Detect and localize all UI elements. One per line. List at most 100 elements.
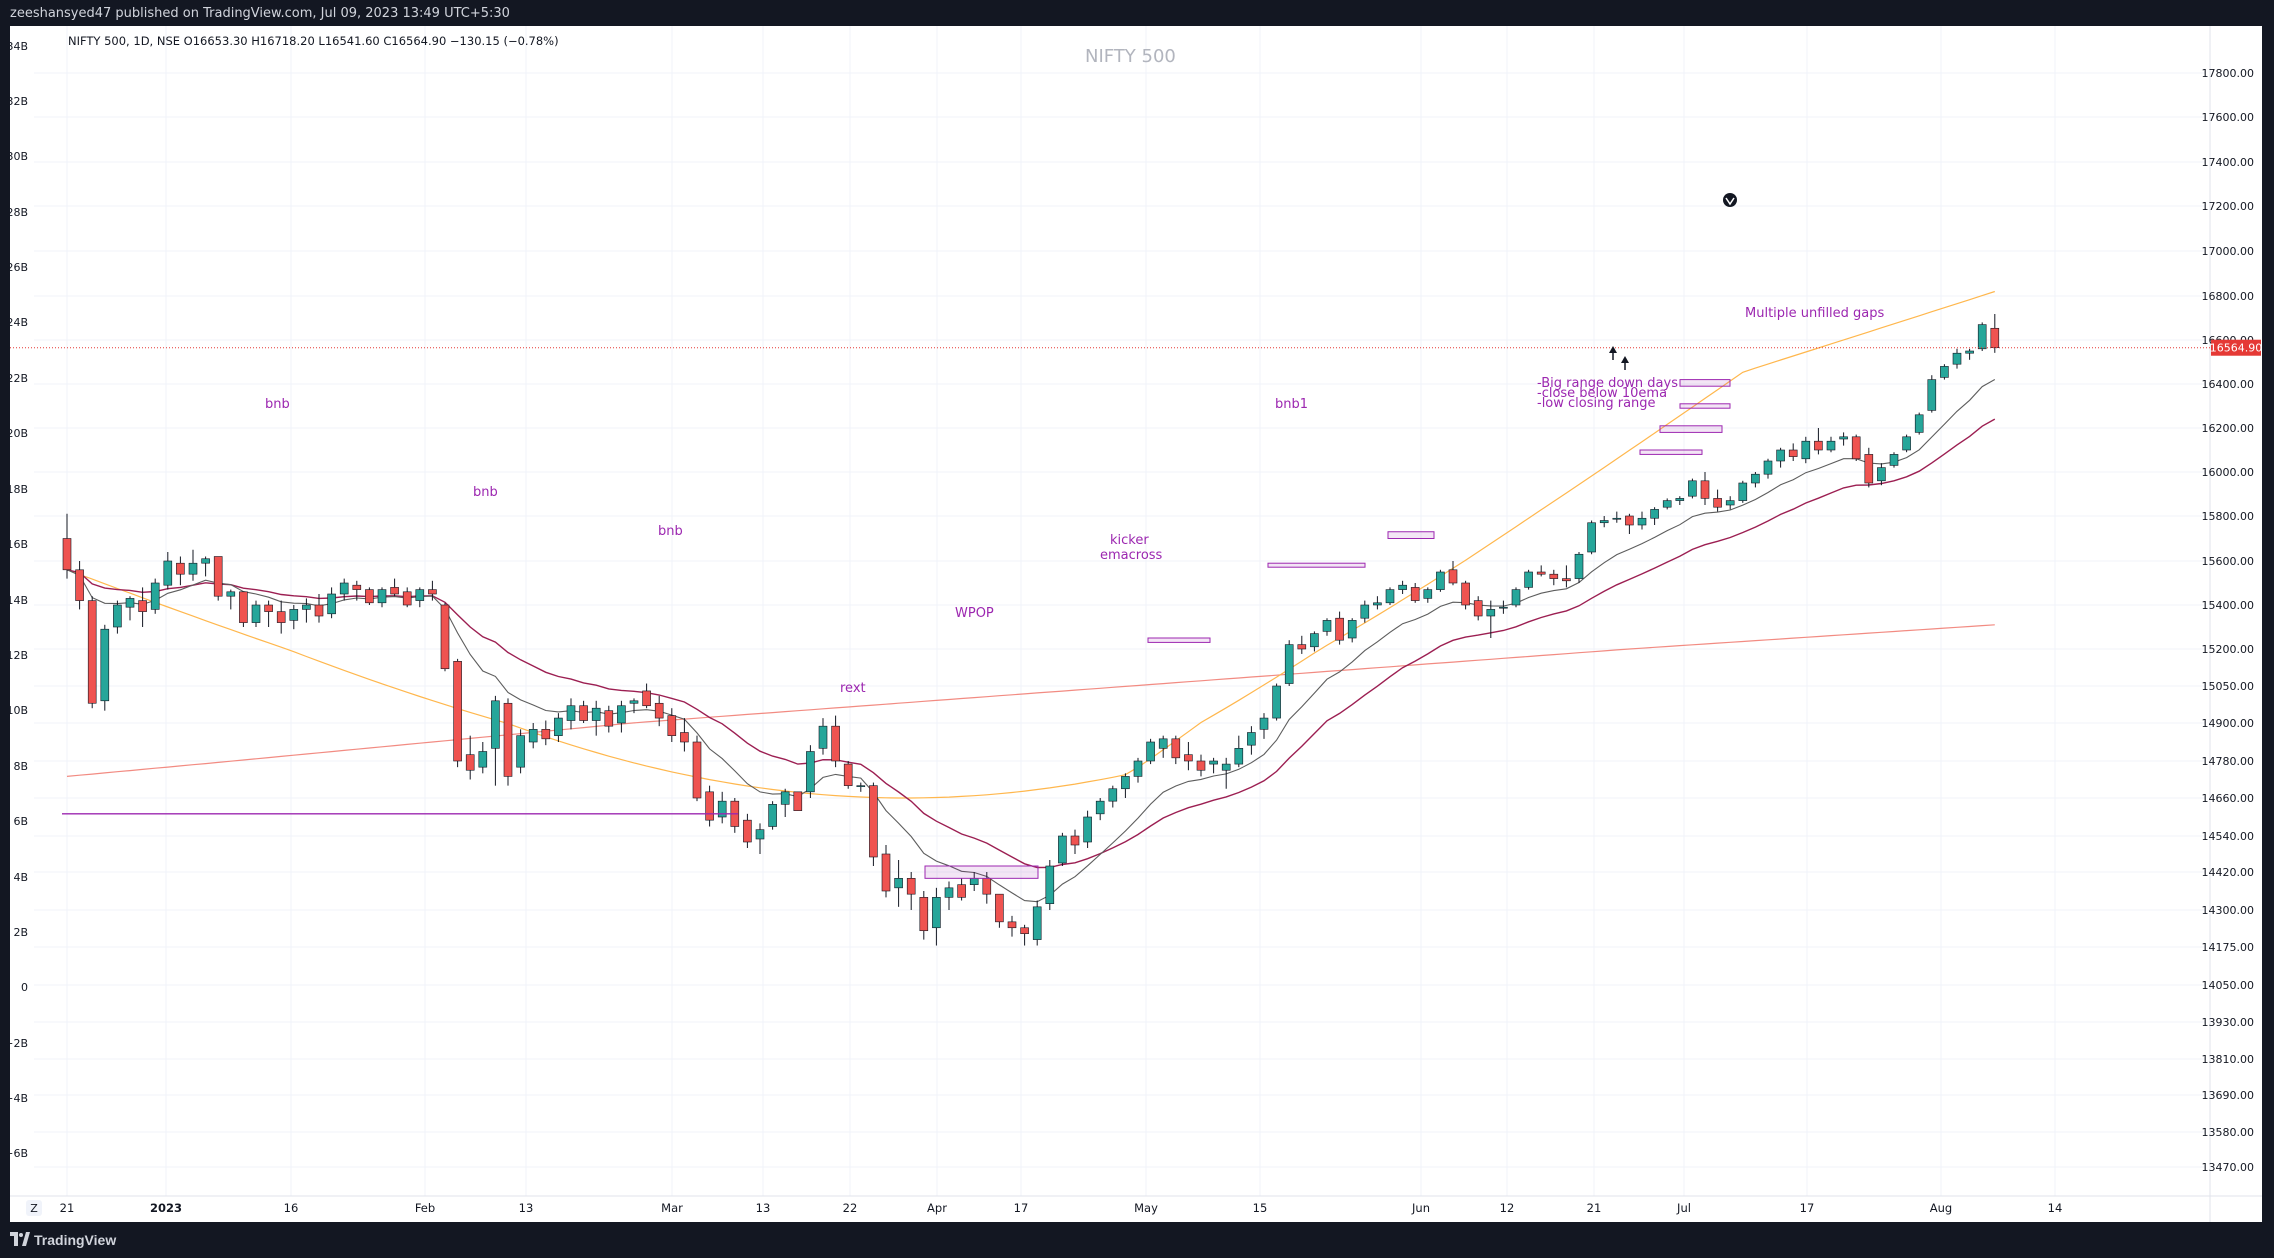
- gap-box: [1147, 637, 1211, 643]
- candle-body: [831, 725, 840, 762]
- candle-body: [251, 604, 261, 623]
- candle-body: [818, 725, 828, 749]
- annotation-label: WPOP: [955, 606, 994, 621]
- candle-body: [1826, 440, 1836, 451]
- candle-body: [1196, 760, 1206, 771]
- candle-body: [869, 785, 878, 858]
- time-tick-label: Feb: [415, 1201, 435, 1215]
- time-tick-label: 17: [1014, 1201, 1029, 1215]
- candle-body: [100, 628, 110, 702]
- price-tick-label: 15050.00: [2202, 680, 2255, 693]
- volume-tick-label: 26B: [10, 261, 28, 274]
- candle-body: [478, 751, 488, 768]
- candle-body: [1864, 454, 1874, 484]
- candle-body: [919, 897, 929, 932]
- candle-body: [1171, 738, 1181, 759]
- volume-tick-label: 28B: [10, 206, 28, 219]
- candle-body: [995, 893, 1004, 923]
- annotation-label: -close below 10ema: [1537, 386, 1667, 401]
- volume-tick-label: 4B: [13, 871, 28, 884]
- price-tick-label: 13810.00: [2202, 1053, 2255, 1066]
- candle-body: [957, 884, 966, 898]
- candle-body: [1272, 685, 1281, 719]
- annotation-label: bnb1: [1275, 397, 1308, 412]
- candle-body: [1902, 436, 1911, 451]
- price-tick-label: 14175.00: [2202, 941, 2255, 954]
- candle-body: [1725, 500, 1735, 506]
- price-tick-label: 15600.00: [2202, 555, 2255, 568]
- candle-body: [705, 791, 714, 821]
- candle-body: [1977, 324, 1987, 350]
- candle-body: [1385, 589, 1395, 604]
- gap-box: [1659, 425, 1723, 433]
- volume-tick-label: 18B: [10, 483, 28, 496]
- volume-tick-label: 2B: [13, 926, 28, 939]
- candle-body: [1688, 480, 1697, 497]
- candle-body: [1713, 498, 1722, 508]
- candle-body: [755, 829, 765, 840]
- candle-body: [1146, 741, 1155, 762]
- price-tick-label: 14050.00: [2202, 979, 2255, 992]
- sma200-line: [66, 624, 1995, 777]
- gap-box: [1679, 403, 1731, 409]
- zoom-reset-icon[interactable]: [26, 1200, 42, 1216]
- gap-box: [1387, 531, 1435, 539]
- candle-body: [1562, 578, 1571, 582]
- chart-panel[interactable]: 34B 32B 30B 28B 26B 24B 22B 20B 18B 16B 14B 12B 10B 8…: [10, 26, 2262, 1222]
- candle-body: [806, 751, 815, 793]
- candle-body: [276, 611, 286, 623]
- price-tick-label: 15800.00: [2202, 510, 2255, 523]
- candle-body: [642, 690, 651, 707]
- candle-body: [302, 604, 311, 610]
- time-tick-label: 22: [843, 1201, 858, 1215]
- candle-body: [1020, 927, 1029, 934]
- candle-body: [1473, 600, 1483, 617]
- candle-body: [793, 791, 803, 811]
- volume-tick-label: 32B: [10, 95, 28, 108]
- candle-body: [1599, 520, 1609, 524]
- candle-body: [1133, 760, 1143, 777]
- volume-tick-label: 6B: [13, 815, 28, 828]
- candle-body: [906, 878, 916, 895]
- price-tick-label: 16000.00: [2202, 466, 2255, 479]
- candle-body: [150, 582, 160, 610]
- candle-body: [1083, 816, 1092, 843]
- candle-body: [516, 735, 525, 768]
- candle-body: [188, 562, 198, 575]
- candle-body: [1776, 449, 1785, 462]
- candle-body: [1007, 921, 1017, 929]
- price-tick-label: 14300.00: [2202, 904, 2255, 917]
- candle-body: [1549, 573, 1559, 579]
- up-arrow-icon: [1609, 346, 1617, 353]
- volume-tick-label: 16B: [10, 538, 28, 551]
- publisher-text: zeeshansyed47 published on TradingView.c…: [10, 6, 510, 21]
- candle-body: [327, 593, 336, 615]
- volume-tick-label: 12B: [10, 649, 28, 662]
- volume-tick-label: −6B: [10, 1147, 28, 1160]
- annotation-label: bnb: [658, 524, 683, 539]
- candle-body: [604, 710, 614, 727]
- candle-body: [780, 791, 790, 805]
- candle-body: [1574, 553, 1584, 579]
- candle-body: [541, 729, 551, 740]
- candle-body: [1763, 460, 1773, 475]
- candle-body: [1511, 589, 1521, 606]
- candle-body: [491, 700, 500, 749]
- candle-body: [1927, 379, 1937, 411]
- gap-box: [1679, 379, 1731, 387]
- candle-body: [1625, 515, 1634, 526]
- time-tick-label: 17: [1800, 1201, 1815, 1215]
- candle-body: [113, 604, 122, 628]
- time-tick-label: 16: [284, 1201, 299, 1215]
- candle-body: [982, 878, 992, 895]
- candle-body: [1662, 500, 1672, 508]
- price-tick-label: 17200.00: [2202, 200, 2255, 213]
- price-chart[interactable]: 34B 32B 30B 28B 26B 24B 22B 20B 18B 16B 14B 12B 10B 8…: [10, 26, 2262, 1222]
- candle-body: [969, 878, 979, 885]
- candle-body: [1423, 589, 1433, 599]
- annotation-label: emacross: [1100, 548, 1163, 563]
- time-tick-label: Apr: [927, 1201, 947, 1215]
- candle-body: [1284, 644, 1294, 684]
- candle-body: [654, 702, 664, 719]
- annotation-label: bnb: [473, 485, 498, 500]
